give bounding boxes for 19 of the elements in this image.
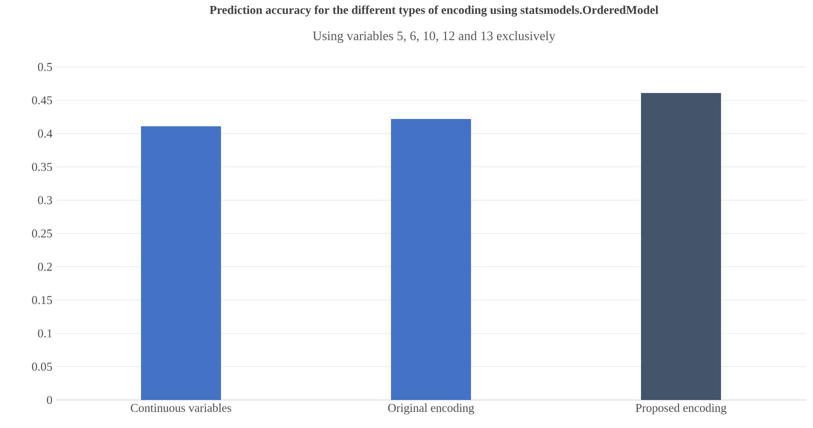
x-tick-label: Continuous variables: [130, 404, 232, 412]
x-tick-label: Original encoding: [388, 404, 474, 414]
bar: [141, 126, 222, 400]
y-tick-label: 0.2: [38, 262, 52, 271]
y-tick-label: 0.45: [32, 96, 52, 104]
y-tick-label: 0.1: [38, 329, 52, 338]
chart-subtitle: Using variables 5, 6, 10, 12 and 13 exclusively: [312, 31, 556, 43]
y-tick-label: 0.05: [32, 362, 52, 371]
y-tick-label: 0.15: [32, 296, 52, 304]
x-tick-label: Proposed encoding: [636, 404, 726, 414]
y-tick-label: 0.5: [38, 62, 52, 72]
y-tick-label: 0.25: [32, 229, 52, 238]
y-tick-label: 0.35: [32, 162, 52, 171]
bar: [641, 92, 722, 400]
y-tick-label: 0.3: [38, 196, 52, 204]
bar: [391, 118, 472, 400]
y-tick-label: 0.4: [38, 130, 52, 138]
y-tick-label: 0: [46, 396, 52, 404]
chart-title: Prediction accuracy for the different types of encoding using statsmodels.OrderedModel: [210, 5, 658, 17]
